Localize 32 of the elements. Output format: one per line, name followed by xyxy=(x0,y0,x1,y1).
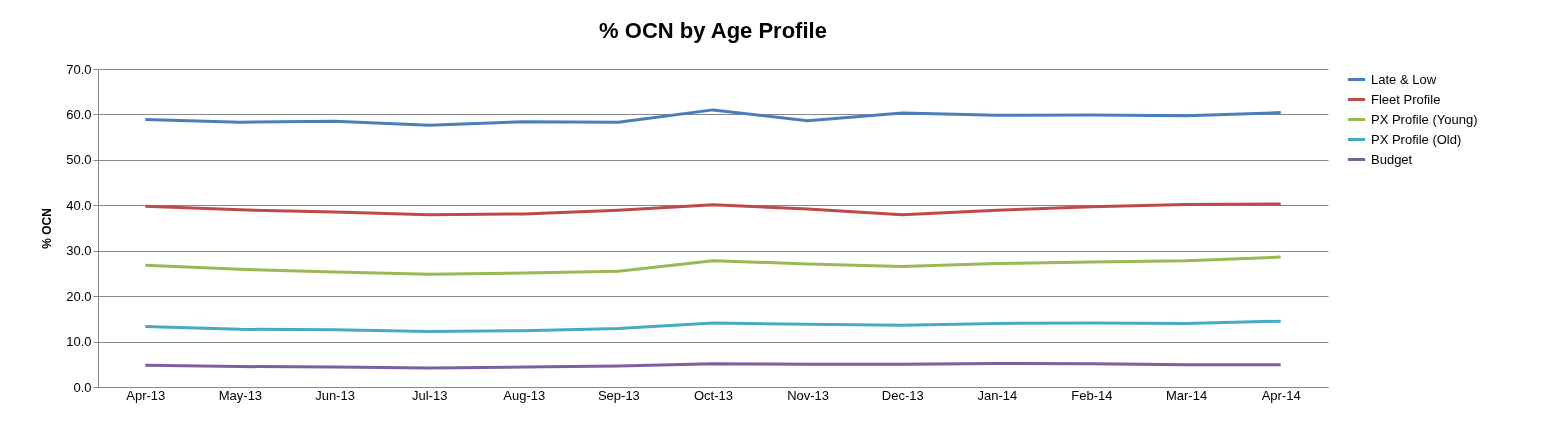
x-tick-label: Aug-13 xyxy=(503,387,546,403)
x-tick-label: Apr-14 xyxy=(1261,387,1301,403)
legend-label: PX Profile (Young) xyxy=(1371,111,1478,127)
x-tick-label: Feb-14 xyxy=(1071,387,1113,403)
legend-label: Fleet Profile xyxy=(1371,91,1441,107)
y-tick-label: 60.0 xyxy=(66,106,92,122)
y-tick-label: 10.0 xyxy=(66,334,92,350)
line-series xyxy=(143,319,1283,334)
y-tick-label: 50.0 xyxy=(66,152,92,168)
y-tick-label: 30.0 xyxy=(66,243,92,259)
line-series xyxy=(143,202,1283,217)
y-tick-label: 20.0 xyxy=(66,288,92,304)
line-series xyxy=(143,108,1283,127)
x-tick-label: Jun-13 xyxy=(315,387,355,403)
y-tick-label: 40.0 xyxy=(66,197,92,213)
legend-label: Budget xyxy=(1371,151,1413,167)
x-tick-label: Nov-13 xyxy=(787,387,830,403)
x-tick-label: Apr-13 xyxy=(126,387,166,403)
line-series xyxy=(143,255,1283,276)
x-tick-label: May-13 xyxy=(218,387,263,403)
y-tick-label: 70.0 xyxy=(66,61,92,77)
legend-label: Late & Low xyxy=(1371,71,1437,87)
x-tick-label: Sep-13 xyxy=(597,387,640,403)
y-axis-title: % OCN xyxy=(40,208,55,249)
legend-label: PX Profile (Old) xyxy=(1371,131,1462,147)
x-tick-label: Dec-13 xyxy=(881,387,924,403)
x-tick-label: Jan-14 xyxy=(977,387,1018,403)
x-tick-label: Oct-13 xyxy=(693,387,734,403)
chart-title: % OCN by Age Profile xyxy=(599,18,827,43)
x-tick-label: Mar-14 xyxy=(1165,387,1208,403)
y-tick-label: 0.0 xyxy=(73,379,92,395)
x-tick-label: Jul-13 xyxy=(411,387,448,403)
